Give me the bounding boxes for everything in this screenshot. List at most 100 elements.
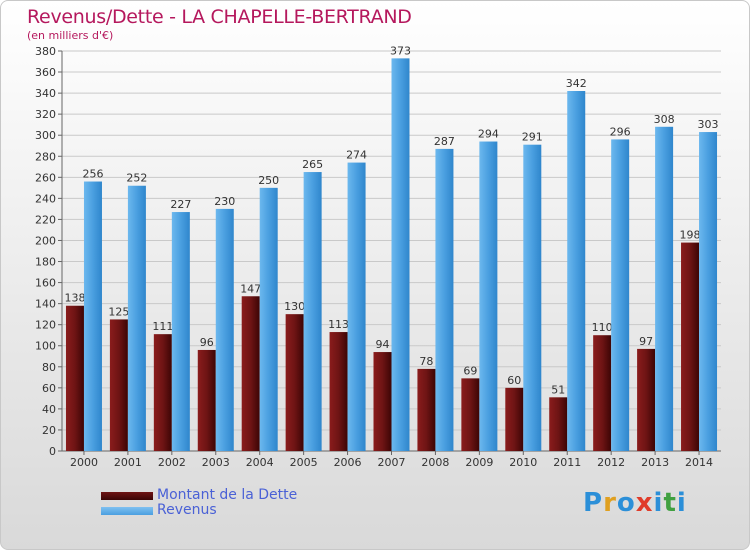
logo-letter: o xyxy=(616,488,636,518)
x-tick-label: 2005 xyxy=(290,456,318,469)
proxiti-logo: Proxiti xyxy=(583,488,687,518)
chart-subtitle: (en milliers d'€) xyxy=(27,29,114,42)
y-tick-label: 40 xyxy=(42,403,56,416)
bar-revenus xyxy=(655,126,674,451)
data-label-revenus: 250 xyxy=(258,174,279,187)
bar-dette xyxy=(241,296,260,451)
x-tick-label: 2003 xyxy=(202,456,230,469)
bar-revenus xyxy=(567,91,586,451)
x-tick-label: 2001 xyxy=(114,456,142,469)
data-label-dette: 110 xyxy=(592,321,613,334)
data-label-dette: 130 xyxy=(284,300,305,313)
data-label-revenus: 296 xyxy=(610,125,631,138)
logo-letter: i xyxy=(653,488,664,518)
y-tick-label: 300 xyxy=(35,129,56,142)
bar-revenus xyxy=(611,139,630,451)
data-label-revenus: 252 xyxy=(126,172,147,185)
bar-revenus xyxy=(699,132,718,452)
legend-swatch-dette xyxy=(101,492,153,500)
data-label-revenus: 256 xyxy=(82,168,103,181)
x-tick-label: 2014 xyxy=(685,456,713,469)
data-label-revenus: 287 xyxy=(434,135,455,148)
data-label-revenus: 303 xyxy=(698,118,719,131)
data-label-revenus: 291 xyxy=(522,131,543,144)
bar-revenus xyxy=(523,144,542,451)
bar-dette xyxy=(637,348,656,451)
y-tick-label: 100 xyxy=(35,340,56,353)
data-label-revenus: 274 xyxy=(346,149,367,162)
bar-revenus xyxy=(215,208,234,451)
data-label-dette: 111 xyxy=(152,320,173,333)
y-tick-label: 160 xyxy=(35,277,56,290)
data-label-dette: 198 xyxy=(680,229,701,242)
y-tick-label: 140 xyxy=(35,298,56,311)
y-tick-label: 320 xyxy=(35,108,56,121)
data-label-revenus: 373 xyxy=(390,44,411,57)
data-label-dette: 147 xyxy=(240,282,261,295)
data-label-dette: 96 xyxy=(200,336,214,349)
data-label-revenus: 230 xyxy=(214,195,235,208)
bar-revenus xyxy=(127,185,146,451)
legend-swatch-revenus xyxy=(101,507,153,515)
bar-dette xyxy=(417,368,436,451)
bar-dette xyxy=(329,332,348,451)
y-tick-label: 20 xyxy=(42,424,56,437)
data-label-dette: 94 xyxy=(376,338,390,351)
y-tick-label: 60 xyxy=(42,382,56,395)
bar-revenus xyxy=(83,181,102,452)
bar-dette xyxy=(549,397,568,451)
x-tick-label: 2010 xyxy=(509,456,537,469)
bar-revenus xyxy=(479,141,498,452)
data-label-dette: 78 xyxy=(419,355,433,368)
data-label-dette: 60 xyxy=(507,374,521,387)
legend-label-revenus: Revenus xyxy=(157,502,217,518)
y-tick-label: 360 xyxy=(35,66,56,79)
chart-title: Revenus/Dette - LA CHAPELLE-BERTRAND xyxy=(27,6,412,28)
y-tick-label: 180 xyxy=(35,256,56,269)
bar-revenus xyxy=(171,212,190,451)
x-tick-label: 2002 xyxy=(158,456,186,469)
logo-letter: t xyxy=(663,488,677,518)
y-tick-label: 380 xyxy=(35,45,56,58)
data-label-dette: 138 xyxy=(64,292,85,305)
logo-letter: r xyxy=(603,488,617,518)
logo-letter: P xyxy=(583,488,604,518)
x-tick-label: 2007 xyxy=(378,456,406,469)
bar-dette xyxy=(593,335,612,451)
x-tick-label: 2011 xyxy=(553,456,581,469)
legend-label-dette: Montant de la Dette xyxy=(157,487,298,503)
logo-letter: i xyxy=(676,488,687,518)
y-tick-label: 240 xyxy=(35,192,56,205)
x-tick-label: 2013 xyxy=(641,456,669,469)
y-tick-label: 120 xyxy=(35,319,56,332)
bar-dette xyxy=(109,319,128,451)
y-tick-label: 200 xyxy=(35,234,56,247)
y-tick-label: 220 xyxy=(35,213,56,226)
bar-revenus xyxy=(391,58,410,452)
y-tick-label: 260 xyxy=(35,171,56,184)
data-label-dette: 113 xyxy=(328,318,349,331)
data-label-revenus: 342 xyxy=(566,77,587,90)
data-label-dette: 51 xyxy=(551,383,565,396)
y-tick-label: 280 xyxy=(35,150,56,163)
data-label-revenus: 265 xyxy=(302,158,323,171)
x-tick-label: 2009 xyxy=(465,456,493,469)
logo-letter: x xyxy=(635,488,654,518)
bar-revenus xyxy=(303,172,322,452)
data-label-dette: 97 xyxy=(639,335,653,348)
x-tick-label: 2008 xyxy=(421,456,449,469)
bar-revenus xyxy=(347,162,366,451)
x-tick-label: 2012 xyxy=(597,456,625,469)
data-label-revenus: 227 xyxy=(170,198,191,211)
bar-dette xyxy=(505,387,524,451)
bar-dette xyxy=(681,242,700,451)
bar-dette xyxy=(373,352,392,451)
bar-revenus xyxy=(435,148,454,452)
bar-dette xyxy=(65,305,84,451)
bar-dette xyxy=(153,334,172,451)
bar-dette xyxy=(285,314,304,451)
bar-dette xyxy=(461,378,480,451)
data-label-dette: 69 xyxy=(463,364,477,377)
